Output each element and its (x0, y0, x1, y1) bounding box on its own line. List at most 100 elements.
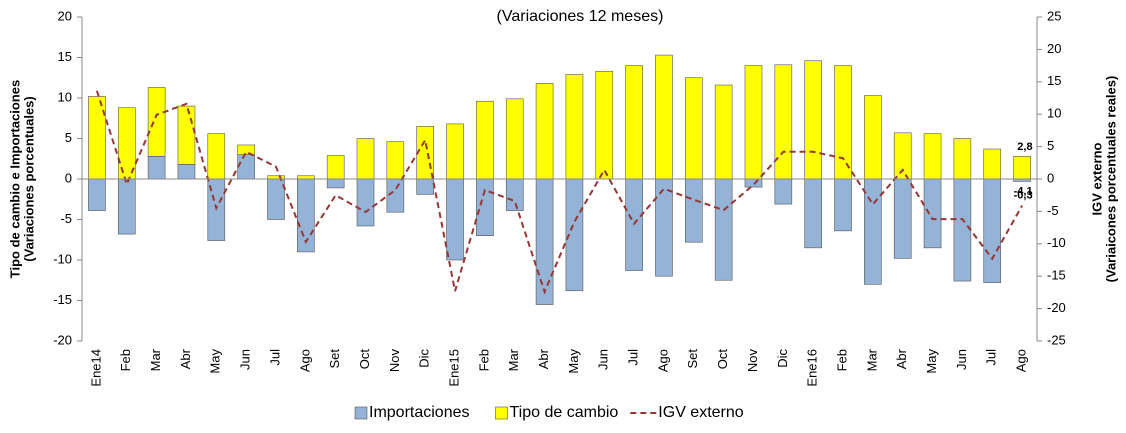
bar (177, 105, 196, 165)
bar (476, 100, 494, 180)
x-tick-label: Abr (178, 348, 193, 369)
bar (237, 144, 255, 155)
bar (326, 178, 345, 189)
bar (446, 178, 464, 261)
y2-tick-label: 20 (1047, 41, 1061, 56)
bar (684, 77, 703, 180)
line (95, 90, 1023, 295)
x-tick-label: Oct (715, 349, 730, 370)
bar (774, 178, 793, 205)
bar (804, 178, 822, 249)
bar (744, 65, 763, 180)
bar (535, 178, 554, 305)
x-tick-label: Feb (118, 349, 133, 371)
x-tick-label: Jun (954, 349, 969, 370)
y2-tick-label: 0 (1047, 170, 1054, 185)
y2-tick-label: 5 (1047, 138, 1054, 153)
bar (1013, 156, 1031, 180)
y-tick-label: 0 (65, 170, 72, 185)
x-tick-label: Nov (745, 349, 760, 373)
bar (864, 178, 882, 285)
x-tick-label: Ago (297, 349, 312, 372)
y2-axis-label: IGV externo (1089, 142, 1104, 215)
x-tick-label: Abr (536, 348, 551, 369)
x-tick-label: Mar (864, 348, 879, 371)
x-tick-label: Jun (238, 349, 253, 370)
bar (983, 178, 1002, 283)
x-tick-label: Ene14 (88, 349, 103, 387)
bar (505, 98, 524, 180)
y-tick-label: 5 (65, 130, 72, 145)
x-tick-label: Oct (357, 349, 372, 370)
legend-label: IGV externo (658, 404, 743, 421)
chart-subtitle: (Variaciones 12 meses) (497, 8, 664, 25)
bar (476, 178, 494, 237)
bar (326, 155, 345, 180)
x-tick-label: Feb (834, 349, 849, 371)
bar (953, 178, 972, 282)
y2-tick-label: -10 (1047, 235, 1066, 250)
bar (893, 132, 912, 180)
data-label: -4,1 (1014, 185, 1033, 197)
y2-axis-label: (Variaicones porcentuales reales) (1103, 76, 1118, 283)
bar (923, 178, 942, 249)
bar (237, 154, 255, 180)
bar (356, 138, 375, 180)
bar (893, 178, 912, 259)
bar (416, 126, 435, 180)
y2-tick-label: -20 (1047, 300, 1066, 315)
bar (923, 133, 942, 180)
legend-swatch (495, 406, 508, 420)
bar (207, 133, 226, 180)
x-tick-label: Jun (596, 349, 611, 370)
x-tick-label: Ene15 (446, 349, 461, 387)
bar (147, 87, 166, 157)
x-tick-label: May (208, 349, 223, 374)
x-tick-label: May (566, 349, 581, 374)
x-tick-label: Jul (267, 349, 282, 366)
bar (88, 178, 106, 211)
bar (505, 178, 524, 211)
bar (684, 178, 703, 243)
x-tick-label: Jul (984, 349, 999, 366)
bar (595, 70, 614, 180)
y-tick-label: -15 (53, 292, 72, 307)
bar (655, 54, 673, 180)
bar (864, 95, 882, 180)
y2-tick-label: 25 (1047, 8, 1061, 23)
legend-swatch (354, 406, 368, 420)
bar (147, 156, 166, 180)
y-tick-label: 20 (58, 8, 72, 23)
y-axis-label: Tipo de cambio e Importaciones (7, 80, 22, 278)
bar (88, 96, 106, 180)
x-tick-label: Mar (506, 348, 521, 371)
bar (774, 64, 793, 180)
bar (953, 138, 972, 180)
x-tick-label: Ene16 (805, 349, 820, 387)
x-tick-label: Nov (387, 349, 402, 373)
y2-tick-label: 10 (1047, 106, 1061, 121)
data-label: 2,8 (1017, 141, 1032, 153)
x-tick-label: Feb (476, 349, 491, 371)
y-tick-label: -5 (60, 211, 72, 226)
data-label: -0,3 (1014, 189, 1033, 201)
x-tick-label: Jul (626, 349, 641, 366)
bar (356, 178, 375, 227)
x-tick-label: Mar (148, 348, 163, 371)
x-tick-label: May (924, 349, 939, 374)
bar (446, 123, 464, 180)
y2-tick-label: -5 (1047, 203, 1059, 218)
bar (834, 178, 852, 232)
bar (714, 84, 733, 180)
legend-label: Tipo de cambio (510, 404, 619, 421)
y-axis-label: (Variaciones porcentuales) (21, 96, 36, 261)
bar (117, 178, 136, 235)
bar (625, 65, 643, 180)
y-tick-label: -20 (53, 332, 72, 347)
y-tick-label: 10 (58, 89, 72, 104)
x-tick-label: Set (685, 349, 700, 369)
bar (535, 83, 554, 180)
y2-tick-label: -25 (1047, 332, 1066, 347)
y2-tick-label: -15 (1047, 268, 1066, 283)
